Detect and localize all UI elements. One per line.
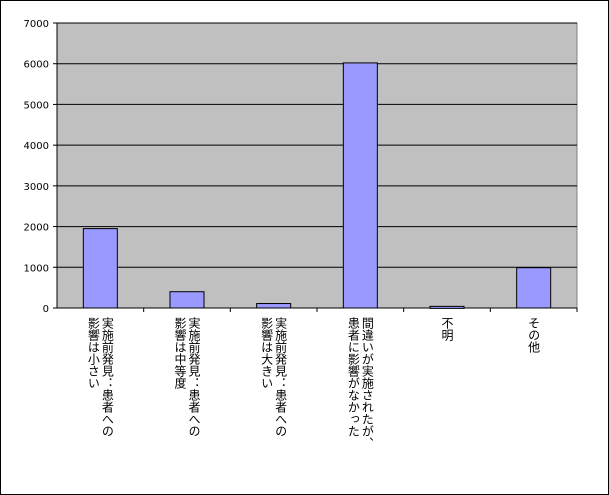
bar — [342, 62, 378, 309]
category-label-line: 患者に影響がなかった — [346, 317, 361, 437]
y-tick-label: 4000 — [24, 141, 49, 152]
bar — [429, 305, 465, 309]
category-label: 実施前発見：患者への 影響は小さい — [86, 317, 114, 437]
y-tick-label: 5000 — [24, 100, 49, 111]
category-label-line: 不明 — [440, 317, 454, 341]
bar — [256, 303, 292, 309]
y-tick-label: 7000 — [24, 19, 49, 30]
category-label: 不明 — [440, 317, 454, 341]
category-label-line: 影響は大きい — [259, 317, 274, 389]
category-label-line: 実施前発見：患者への — [187, 317, 201, 437]
category-label-line: 影響は小さい — [86, 317, 101, 389]
category-label: 実施前発見：患者への 影響は中等度 — [173, 317, 201, 437]
category-label-line: 実施前発見：患者への — [273, 317, 288, 437]
category-label-line: 間違いが実施されたが、 — [360, 317, 375, 449]
category-label-line: その他 — [526, 317, 541, 353]
category-label-line: 影響は中等度 — [173, 317, 187, 389]
category-label: 実施前発見：患者への 影響は大きい — [260, 317, 288, 437]
bar — [516, 267, 552, 309]
category-label: その他 — [527, 317, 541, 353]
category-label-line: 実施前発見：患者への — [100, 317, 115, 437]
bar — [169, 291, 205, 309]
y-tick-label: 0 — [43, 304, 49, 315]
y-tick-label: 6000 — [24, 60, 49, 71]
bar — [82, 228, 118, 309]
y-tick-label: 1000 — [24, 263, 49, 274]
y-tick-label: 2000 — [24, 223, 49, 234]
category-label: 間違いが実施されたが、 患者に影響がなかった — [346, 317, 374, 449]
plot-area — [56, 22, 578, 309]
y-tick-label: 3000 — [24, 182, 49, 193]
